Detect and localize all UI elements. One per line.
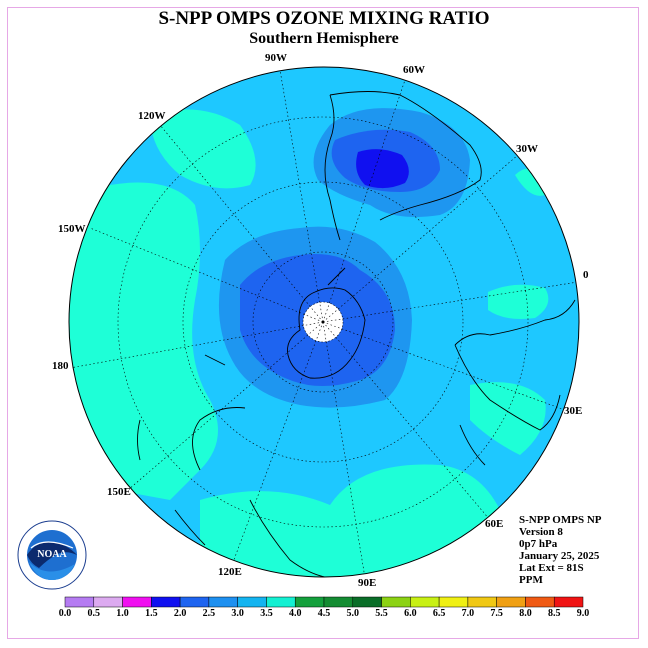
lon-label-120w: 120W — [138, 110, 166, 122]
colorbar-tick-label: 1.0 — [116, 608, 129, 619]
colorbar-swatch — [323, 596, 354, 608]
colorbar-swatch — [467, 596, 497, 608]
lat-ext-label: Lat Ext = 81S — [519, 562, 584, 574]
lon-label-60e: 60E — [485, 518, 504, 530]
lon-label-30w: 30W — [516, 143, 538, 155]
version-label: Version 8 — [519, 526, 563, 538]
colorbar-tick-label: 2.5 — [202, 608, 216, 619]
ozone-region-high-se — [470, 382, 546, 455]
colorbar-tick-label: 9.0 — [576, 608, 590, 619]
colorbar-tick-label: 0.5 — [87, 608, 101, 619]
colorbar-swatch — [179, 596, 210, 608]
lon-label-90e: 90E — [358, 577, 377, 589]
ozone-region-1.5-north — [356, 149, 409, 189]
colorbar-tick-label: 8.0 — [519, 608, 532, 619]
lon-label-60w: 60W — [403, 64, 425, 76]
colorbar-swatch — [208, 596, 238, 608]
colorbar-tick-label: 4.0 — [288, 608, 302, 619]
colorbar-tick-label: 3.5 — [260, 608, 273, 619]
colorbar-tick-label: 6.5 — [432, 608, 446, 619]
map-boundary — [68, 66, 580, 578]
instrument-label: S-NPP OMPS NP — [519, 514, 602, 526]
colorbar-tick-label: 4.5 — [317, 608, 331, 619]
ozone-region-high-east — [488, 284, 549, 319]
colorbar-swatch — [151, 596, 181, 608]
ozone-region-high-west — [69, 182, 218, 500]
date-label: January 25, 2025 — [519, 550, 600, 562]
colorbar-tick-label: 7.5 — [490, 608, 503, 619]
lon-label-150w: 150W — [58, 223, 86, 235]
lon-label-120e: 120E — [218, 566, 242, 578]
noaa-logo: NOAA — [17, 520, 87, 590]
plot-frame — [7, 7, 639, 639]
lon-label-0: 0 — [583, 269, 589, 281]
colorbar-swatch — [438, 596, 469, 608]
colorbar-tick-label: 7.0 — [461, 608, 475, 619]
info-block: S-NPP OMPS NP Version 8 0p7 hPa January … — [519, 514, 602, 586]
colorbar-tick-label: 5.0 — [346, 608, 360, 619]
level-label: 0p7 hPa — [519, 538, 558, 550]
lon-label-150e: 150E — [107, 486, 131, 498]
colorbar-swatch — [294, 596, 325, 608]
ozone-region-high-nw — [150, 109, 256, 189]
colorbar-tick-label: 8.5 — [547, 608, 561, 619]
colorbar-tick-label: 0.0 — [58, 608, 72, 619]
colorbar-swatch — [496, 596, 526, 608]
colorbar-swatch — [237, 596, 267, 608]
colorbar-tick-labels: 0.0 0.5 1.0 1.5 2.0 2.5 3.0 3.5 4.0 4.5 5.0 5.5 6.0 6… — [0, 608, 648, 622]
colorbar-tick-label: 5.5 — [375, 608, 388, 619]
colorbar-tick-label: 1.5 — [145, 608, 158, 619]
colorbar-swatch — [352, 596, 382, 608]
lon-label-30e: 30E — [564, 405, 583, 417]
colorbar — [64, 596, 584, 608]
units-label: PPM — [519, 574, 543, 586]
colorbar-swatch — [93, 596, 123, 608]
colorbar-swatch — [525, 596, 555, 608]
colorbar-tick-label: 2.0 — [173, 608, 187, 619]
lon-label-180: 180 — [52, 360, 69, 372]
colorbar-tick-label: 3.0 — [231, 608, 244, 619]
map-title: S-NPP OMPS OZONE MIXING RATIO — [158, 8, 490, 29]
colorbar-swatch — [64, 596, 95, 608]
colorbar-swatch — [381, 596, 411, 608]
colorbar-swatch — [122, 596, 152, 608]
colorbar-tick-label: 6.0 — [404, 608, 417, 619]
map-subtitle: Southern Hemisphere — [249, 30, 399, 47]
noaa-logo-text: NOAA — [37, 549, 67, 560]
graticule — [69, 69, 579, 577]
colorbar-swatch — [410, 596, 440, 608]
coastlines — [137, 91, 576, 577]
lon-label-90w: 90W — [265, 52, 287, 64]
colorbar-swatch — [266, 596, 296, 608]
colorbar-swatch — [553, 596, 584, 608]
